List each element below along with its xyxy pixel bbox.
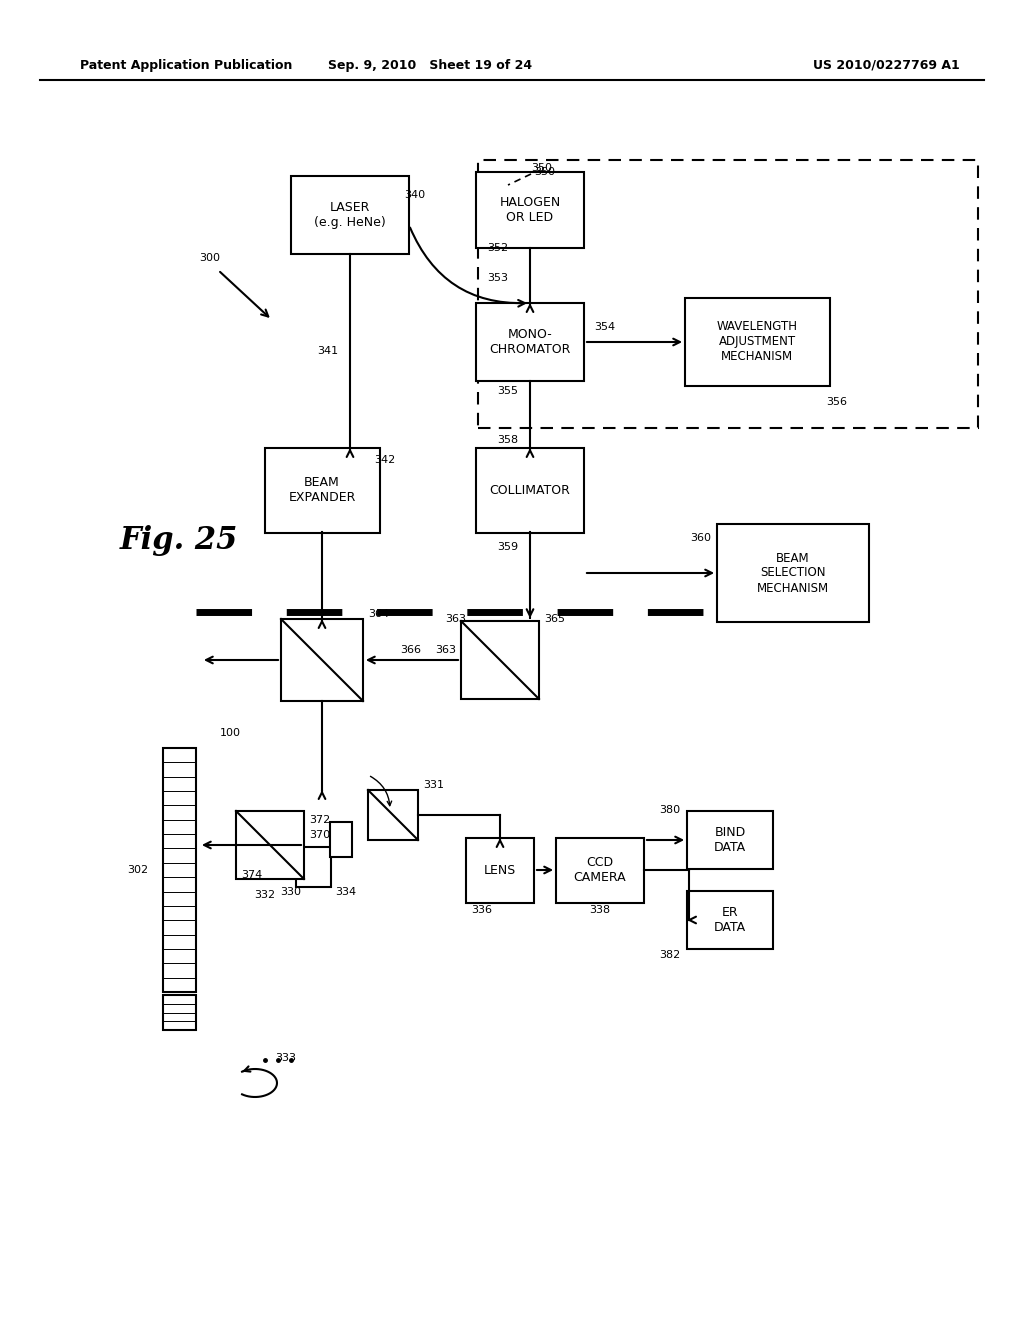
Text: 370: 370 xyxy=(309,830,330,840)
Text: 372: 372 xyxy=(309,814,331,825)
Text: 363: 363 xyxy=(445,614,466,624)
Text: 365: 365 xyxy=(544,614,565,624)
Text: 380: 380 xyxy=(658,805,680,814)
Bar xyxy=(556,837,644,903)
Text: 338: 338 xyxy=(590,906,610,915)
Bar xyxy=(330,822,352,857)
Text: 364: 364 xyxy=(368,609,389,619)
Text: 336: 336 xyxy=(471,906,492,915)
Bar xyxy=(368,789,418,840)
Text: COLLIMATOR: COLLIMATOR xyxy=(489,483,570,496)
Bar xyxy=(478,160,978,428)
Text: 350: 350 xyxy=(531,162,552,173)
Text: 352: 352 xyxy=(486,243,508,253)
Text: 332: 332 xyxy=(254,890,275,900)
Text: Sep. 9, 2010   Sheet 19 of 24: Sep. 9, 2010 Sheet 19 of 24 xyxy=(328,58,532,71)
Bar xyxy=(236,810,304,879)
Text: BIND
DATA: BIND DATA xyxy=(714,826,746,854)
Text: 100: 100 xyxy=(220,729,241,738)
Text: 342: 342 xyxy=(375,455,395,465)
Bar xyxy=(687,891,773,949)
Text: HALOGEN
OR LED: HALOGEN OR LED xyxy=(500,195,560,224)
Text: 382: 382 xyxy=(658,950,680,960)
Text: 333: 333 xyxy=(275,1053,296,1063)
Text: 356: 356 xyxy=(826,397,848,407)
Text: BEAM
SELECTION
MECHANISM: BEAM SELECTION MECHANISM xyxy=(757,552,829,594)
Text: 341: 341 xyxy=(316,346,338,356)
Text: 330: 330 xyxy=(281,887,301,898)
Text: 374: 374 xyxy=(241,870,262,880)
Text: Patent Application Publication: Patent Application Publication xyxy=(80,58,293,71)
Bar xyxy=(291,176,409,253)
Bar xyxy=(281,619,362,701)
Bar xyxy=(163,748,196,993)
Text: MONO-
CHROMATOR: MONO- CHROMATOR xyxy=(489,327,570,356)
Text: 366: 366 xyxy=(400,645,422,655)
Text: 334: 334 xyxy=(335,887,356,898)
Text: 358: 358 xyxy=(497,436,518,445)
Text: 300: 300 xyxy=(200,253,220,263)
Bar xyxy=(461,620,539,700)
Bar xyxy=(717,524,869,622)
Bar xyxy=(476,447,584,532)
Text: 363: 363 xyxy=(435,645,456,655)
Text: US 2010/0227769 A1: US 2010/0227769 A1 xyxy=(813,58,961,71)
Text: 340: 340 xyxy=(404,190,426,201)
Bar xyxy=(687,810,773,869)
Bar xyxy=(264,447,380,532)
Text: CCD
CAMERA: CCD CAMERA xyxy=(573,855,627,884)
Text: 354: 354 xyxy=(594,322,615,333)
Text: 331: 331 xyxy=(423,780,444,789)
Bar xyxy=(163,995,196,1030)
Text: 350: 350 xyxy=(534,168,555,177)
Text: LENS: LENS xyxy=(484,863,516,876)
Bar xyxy=(466,837,534,903)
Text: 353: 353 xyxy=(487,273,508,282)
Bar xyxy=(296,847,331,887)
Text: 360: 360 xyxy=(690,533,711,543)
Text: 302: 302 xyxy=(127,865,148,875)
Text: LASER
(e.g. HeNe): LASER (e.g. HeNe) xyxy=(314,201,386,228)
Text: Fig. 25: Fig. 25 xyxy=(120,524,239,556)
Text: 355: 355 xyxy=(497,385,518,396)
Bar xyxy=(476,304,584,381)
Text: ER
DATA: ER DATA xyxy=(714,906,746,935)
Text: BEAM
EXPANDER: BEAM EXPANDER xyxy=(289,477,355,504)
Bar xyxy=(684,298,829,385)
Text: 359: 359 xyxy=(497,543,518,552)
Text: WAVELENGTH
ADJUSTMENT
MECHANISM: WAVELENGTH ADJUSTMENT MECHANISM xyxy=(717,321,798,363)
Bar xyxy=(476,172,584,248)
